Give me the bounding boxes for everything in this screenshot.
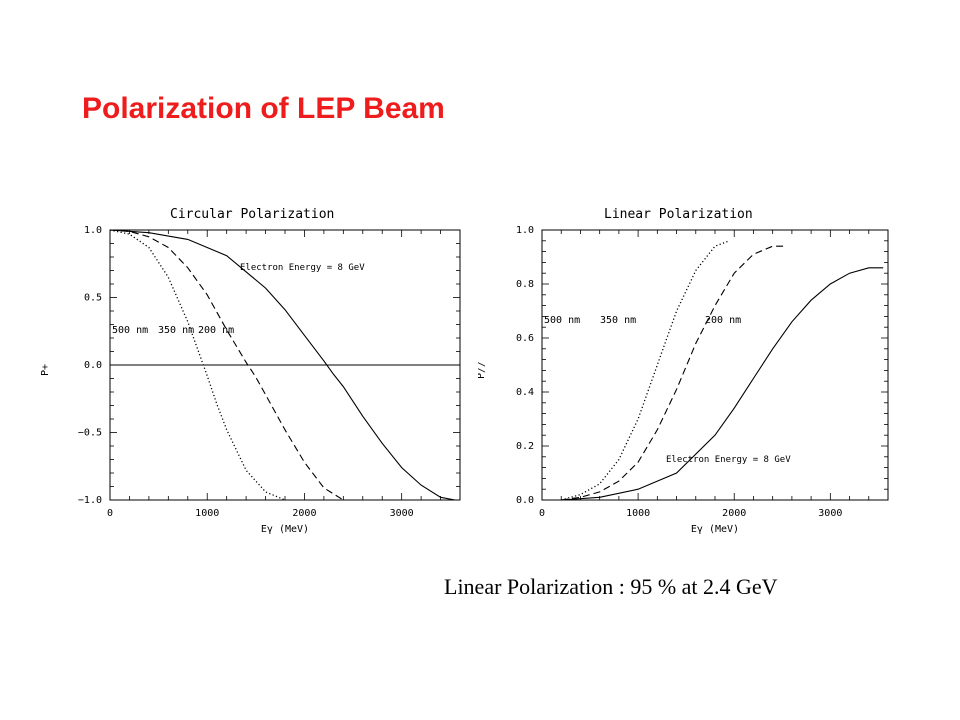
y-tick-label: 0.4 (516, 387, 534, 398)
chart-title: Circular Polarization (170, 207, 334, 222)
slide-title: Polarization of LEP Beam (82, 92, 445, 125)
y-tick-label: 1.0 (516, 225, 534, 236)
series-label-200-nm: 200 nm (705, 315, 741, 326)
x-tick-label: 3000 (390, 508, 414, 519)
series-label-350-nm: 350 nm (158, 325, 194, 336)
electron-energy-annotation: Electron Energy = 8 GeV (666, 455, 791, 465)
x-tick-label: 1000 (195, 508, 219, 519)
series-label-500-nm: 500 nm (112, 325, 148, 336)
y-axis-label: P+ (40, 364, 51, 376)
x-axis-label: Eγ (MeV) (261, 524, 309, 535)
y-tick-label: 0.8 (516, 279, 534, 290)
y-tick-label: −1.0 (78, 495, 102, 506)
x-tick-label: 2000 (292, 508, 316, 519)
y-tick-label: 0.5 (84, 293, 102, 304)
x-tick-label: 0 (539, 508, 545, 519)
electron-energy-annotation: Electron Energy = 8 GeV (240, 263, 365, 273)
x-axis-label: Eγ (MeV) (691, 524, 739, 535)
slide-caption: Linear Polarization : 95 % at 2.4 GeV (444, 574, 778, 599)
chart-title: Linear Polarization (604, 207, 753, 222)
series-line-350-nm (109, 229, 344, 501)
y-tick-label: 0.6 (516, 333, 534, 344)
linear-polarization-svg: Linear Polarization 0 1000 2000 3000 0.0 0.2 0.… (478, 207, 889, 535)
x-tick-label: 2000 (722, 508, 746, 519)
series-line-350-nm (561, 245, 788, 501)
series-line-200-nm (561, 267, 884, 501)
y-tick-label: 0.0 (516, 495, 534, 506)
y-axis-label: P// (478, 361, 487, 379)
y-tick-label: 0.0 (84, 360, 102, 371)
circular-polarization-svg: Circular Polarization 0 1000 2000 3000 −1.0 −0… (40, 207, 461, 535)
y-tick-label: −0.5 (78, 428, 102, 439)
y-tick-label: 0.2 (516, 441, 534, 452)
circular-polarization-chart: Circular Polarization 0 1000 2000 3000 −1.0 −0… (40, 200, 470, 540)
series-label-500-nm: 500 nm (544, 315, 580, 326)
x-tick-label: 0 (107, 508, 113, 519)
linear-polarization-chart: Linear Polarization 0 1000 2000 3000 0.0 0.2 0.… (478, 200, 898, 540)
series-label-200-nm: 200 nm (198, 325, 234, 336)
series-line-200-nm (109, 229, 456, 501)
y-tick-label: 1.0 (84, 225, 102, 236)
x-tick-label: 3000 (818, 508, 842, 519)
series-label-350-nm: 350 nm (600, 315, 636, 326)
x-tick-label: 1000 (626, 508, 650, 519)
